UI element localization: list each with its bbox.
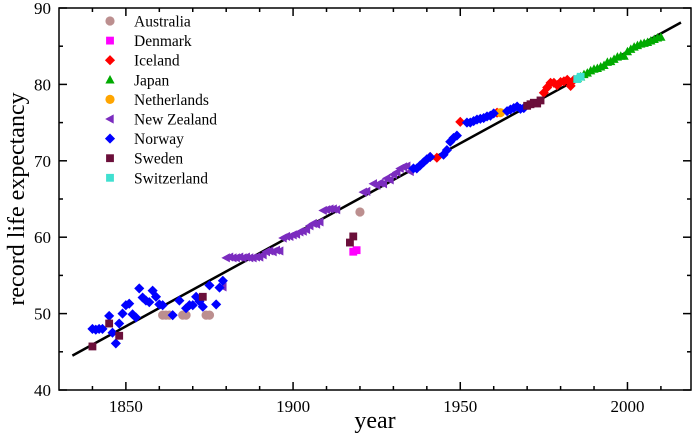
axis-tick-labels: 1850 1900 1950 2000 40 50 60 70 80 90 <box>34 0 644 416</box>
point-norway <box>107 327 118 338</box>
point-new-zealand <box>401 161 411 171</box>
legend-label-australia: Australia <box>134 14 191 31</box>
legend-label-iceland: Iceland <box>134 53 180 70</box>
point-sweden <box>105 319 114 328</box>
point-norway <box>204 280 215 291</box>
point-norway <box>110 338 121 349</box>
point-netherlands <box>495 108 505 118</box>
point-new-zealand <box>361 186 371 196</box>
point-norway <box>114 318 125 329</box>
point-norway <box>117 308 128 319</box>
point-norway <box>127 309 138 320</box>
point-norway <box>124 298 135 309</box>
legend-label-denmark: Denmark <box>134 33 192 50</box>
legend-label-sweden: Sweden <box>134 151 183 168</box>
point-norway <box>425 151 436 163</box>
point-sweden <box>349 232 358 241</box>
point-norway <box>157 300 168 311</box>
point-iceland <box>552 80 563 91</box>
point-sweden <box>198 292 207 301</box>
legend-marker-iceland <box>104 55 116 66</box>
y-tick-label: 90 <box>34 0 51 18</box>
y-tick-label: 60 <box>34 228 51 247</box>
point-norway <box>150 291 162 302</box>
point-norway <box>97 323 108 334</box>
point-new-zealand <box>378 179 388 189</box>
point-new-zealand <box>314 217 324 227</box>
y-axis-title: record life expectancy <box>4 92 30 305</box>
point-sweden <box>115 331 124 340</box>
legend-label-new-zealand: New Zealand <box>134 112 217 129</box>
x-axis-title: year <box>354 408 395 434</box>
point-norway <box>451 130 462 141</box>
point-norway <box>181 303 192 314</box>
point-switzerland <box>576 72 585 81</box>
point-japan <box>656 32 666 41</box>
point-norway <box>441 145 452 156</box>
data-points <box>87 32 666 351</box>
point-norway <box>197 301 208 312</box>
legend-label-norway: Norway <box>134 131 184 148</box>
x-tick-label: 1850 <box>109 397 143 416</box>
point-iceland <box>562 74 573 85</box>
x-tick-label: 1950 <box>443 397 477 416</box>
y-tick-label: 80 <box>34 75 51 94</box>
x-tick-label: 2000 <box>610 397 644 416</box>
point-sweden <box>346 238 354 247</box>
point-australia <box>355 207 365 217</box>
point-japan <box>619 51 629 60</box>
legend-marker-netherlands <box>105 94 115 104</box>
legend-marker-new-zealand <box>105 114 114 124</box>
point-norway <box>211 299 222 310</box>
point-norway <box>167 310 178 321</box>
point-norway <box>214 282 225 293</box>
point-norway <box>217 275 228 286</box>
point-new-zealand <box>274 246 284 256</box>
point-new-zealand <box>385 175 394 185</box>
legend-marker-australia <box>105 16 115 26</box>
point-norway <box>147 285 158 296</box>
point-norway <box>104 310 115 321</box>
y-tick-label: 40 <box>34 381 51 400</box>
x-tick-label: 1900 <box>276 397 310 416</box>
legend-marker-norway <box>104 133 116 144</box>
point-norway <box>187 300 198 311</box>
point-australia <box>181 310 191 320</box>
point-iceland <box>565 80 576 91</box>
y-tick-label: 70 <box>34 152 51 171</box>
legend-marker-denmark <box>106 36 114 45</box>
legend-marker-switzerland <box>106 173 114 182</box>
legend: Australia Denmark Iceland Japan Netherlands N… <box>104 14 217 187</box>
point-norway <box>134 283 145 294</box>
legend-marker-sweden <box>106 154 114 163</box>
axis-ticks <box>59 7 691 391</box>
y-tick-label: 50 <box>34 305 51 324</box>
point-denmark <box>352 246 361 255</box>
point-norway <box>174 295 185 306</box>
legend-label-japan: Japan <box>134 72 170 89</box>
point-new-zealand <box>331 205 341 215</box>
point-australia <box>204 310 215 320</box>
legend-label-switzerland: Switzerland <box>134 170 208 187</box>
point-sweden <box>536 96 545 105</box>
legend-label-netherlands: Netherlands <box>134 92 209 109</box>
legend-marker-japan <box>105 74 115 84</box>
point-sweden <box>88 342 97 351</box>
point-iceland <box>455 116 466 127</box>
point-norway <box>130 312 141 323</box>
point-norway <box>144 297 155 308</box>
point-norway <box>488 108 499 119</box>
